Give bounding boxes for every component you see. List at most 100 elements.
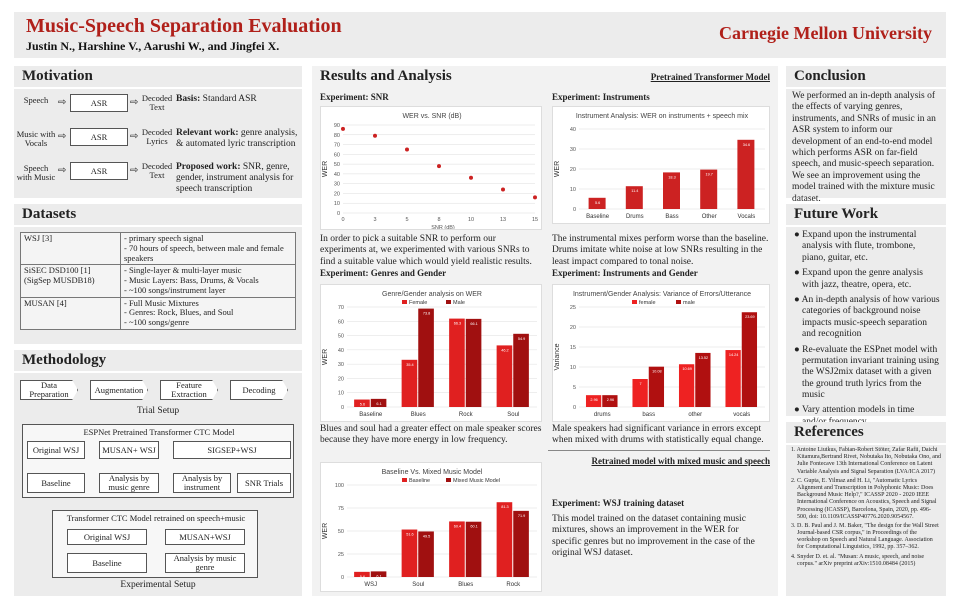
data-label: 14.24: [729, 353, 739, 357]
conclusion-heading: Conclusion: [786, 66, 946, 89]
asr-box: ASR: [70, 94, 128, 112]
data-point: [469, 175, 473, 180]
x-tick-label: Other: [702, 214, 717, 220]
retrained-analysis: Analysis by music genre: [165, 553, 245, 573]
future-item: ● Expand upon the instrumental analysis …: [794, 230, 917, 263]
x-tick-label: other: [688, 412, 702, 418]
x-tick-label: 3: [373, 217, 376, 223]
espnet-analysis: SNR Trials: [237, 473, 291, 493]
y-tick-label: 20: [570, 167, 576, 173]
dataset-desc: - primary speech signal - 70 hours of sp…: [120, 231, 296, 266]
bar: [700, 169, 718, 209]
motivation-input: Speech with Music: [16, 163, 56, 183]
data-label: 6.1: [376, 574, 381, 578]
x-axis-label: SNR (dB): [431, 225, 455, 230]
arrow-icon: ⇨: [58, 165, 67, 176]
motivation-input: Speech: [16, 95, 56, 105]
bar: [602, 395, 618, 407]
motivation-desc: Basis: Standard ASR: [176, 94, 300, 105]
x-tick-label: Bass: [665, 214, 678, 220]
espnet-group: ESPNet Pretrained Transformer CTC Model O…: [22, 424, 294, 498]
bar: [725, 350, 741, 407]
y-tick-label: 10: [338, 391, 344, 397]
x-tick-label: drums: [594, 412, 611, 418]
chart-title: Baseline Vs. Mixed Music Model: [382, 469, 483, 476]
genre-caption: Blues and soul had a greater effect on m…: [320, 424, 542, 446]
chart-title: Instrument Analysis: WER on instruments …: [576, 113, 749, 120]
trial-step: Data Preparation: [20, 380, 78, 400]
trial-step: Augmentation: [90, 380, 148, 400]
motivation-input-text: Speech with Music: [16, 163, 56, 183]
espnet-dataset: Original WSJ: [27, 441, 85, 459]
y-tick-label: 0: [341, 405, 344, 411]
x-tick-label: Blues: [411, 412, 426, 418]
data-label: 51.6: [406, 533, 413, 537]
data-label: 23.69: [745, 315, 755, 319]
y-tick-label: 25: [338, 552, 344, 558]
bar: [625, 186, 643, 209]
poster-authors: Justin N., Harshine V., Aarushi W., and …: [26, 39, 280, 53]
y-tick-label: 10: [570, 187, 576, 193]
bar: [465, 318, 482, 407]
data-label: 11.4: [631, 189, 638, 193]
inst-title: Experiment: Instruments: [552, 92, 650, 102]
bar: [513, 333, 529, 407]
y-tick-label: 0: [573, 405, 576, 411]
trial-step: Feature Extraction: [160, 380, 218, 400]
data-label: 6.1: [376, 402, 381, 406]
y-tick-label: 5: [573, 385, 576, 391]
bar: [496, 502, 513, 577]
motivation-output: Decoded Lyrics: [141, 127, 173, 147]
legend-label: Female: [409, 300, 427, 306]
dataset-name: SiSEC DSD100 [1] (SigSep MUSDB18): [20, 264, 121, 298]
legend-label: Mixed Music Model: [453, 478, 500, 484]
x-tick-label: vocals: [733, 412, 750, 418]
motivation-desc-text: SNR, genre, gender, instrument analysis …: [176, 162, 294, 194]
data-label: 35.4: [406, 363, 413, 367]
bar: [588, 197, 606, 209]
data-label: 34.6: [743, 143, 750, 147]
future-panel: Future Work ● Expand upon the instrument…: [786, 204, 946, 427]
y-tick-label: 80: [334, 133, 340, 139]
reference-item: 3. D. B. Paul and J. M. Baker, "The desi…: [791, 522, 939, 551]
y-tick-label: 50: [338, 334, 344, 340]
x-tick-label: Vocals: [738, 214, 756, 220]
y-tick-label: 25: [570, 305, 576, 311]
table-row: MUSAN [4] - Full Music Mixtures - Genres:…: [20, 296, 296, 330]
arrow-icon: ⇨: [58, 97, 67, 108]
y-tick-label: 60: [338, 319, 344, 325]
y-tick-label: 70: [334, 143, 340, 149]
legend-label: female: [639, 300, 656, 306]
genre-chart: Genre/Gender analysis on WER WER 0 10 20 30 40…: [320, 284, 542, 422]
x-tick-label: Soul: [412, 582, 424, 588]
conclusion-panel: Conclusion We performed an in-depth anal…: [786, 66, 946, 204]
future-item: ● Expand upon the genre analysis with ja…: [794, 268, 923, 290]
retrained-label: Retrained model with mixed music and spe…: [591, 456, 771, 466]
x-tick-label: Baseline: [586, 214, 610, 220]
chart-title: Genre/Gender analysis on WER: [382, 291, 482, 298]
legend-swatch: [402, 478, 407, 482]
y-axis-label: WER: [322, 161, 329, 177]
y-tick-label: 50: [334, 162, 340, 168]
y-tick-label: 20: [338, 376, 344, 382]
datasets-table: WSJ [3] - primary speech signal - 70 hour…: [20, 231, 296, 330]
chart-title: WER vs. SNR (dB): [402, 113, 461, 120]
bar: [418, 308, 434, 407]
bar: [401, 529, 418, 577]
legend-swatch: [676, 300, 681, 304]
data-label: 10.69: [682, 367, 692, 371]
bar: [354, 571, 370, 577]
arrow-icon: ⇨: [58, 131, 67, 142]
arrow-icon: ⇨: [130, 97, 139, 108]
datasets-panel: Datasets WSJ [3] - primary speech signal …: [14, 204, 302, 344]
motivation-heading: Motivation: [14, 66, 302, 89]
x-tick-label: Rock: [459, 412, 474, 418]
bar: [648, 366, 665, 407]
references-panel: References 1. Antoine Liutkus, Fabian-Ro…: [786, 422, 946, 596]
legend-swatch: [402, 300, 407, 304]
x-tick-label: WSJ: [364, 582, 377, 588]
y-tick-label: 100: [335, 483, 344, 489]
conclusion-text: We performed an in-depth analysis of the…: [792, 91, 936, 204]
arrow-icon: ⇨: [130, 131, 139, 142]
y-tick-label: 30: [570, 147, 576, 153]
